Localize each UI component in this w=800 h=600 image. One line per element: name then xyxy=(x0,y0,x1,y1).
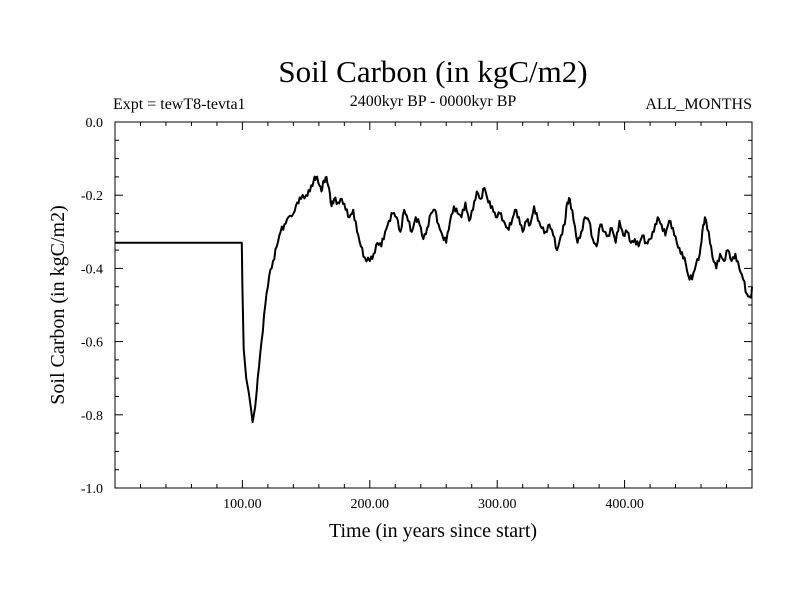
axis-ticks xyxy=(115,122,752,488)
experiment-label: Expt = tewT8-tevta1 xyxy=(113,96,246,113)
period-label: 2400kyr BP - 0000kyr BP xyxy=(350,93,517,110)
y-tick-label: 0.0 xyxy=(86,116,104,131)
y-tick-label: -0.2 xyxy=(81,189,103,204)
months-label: ALL_MONTHS xyxy=(645,96,752,113)
series-line-soil-carbon xyxy=(115,175,753,424)
plot-frame xyxy=(114,121,753,489)
x-tick-label: 300.00 xyxy=(478,497,517,512)
y-axis-label: Soil Carbon (in kgC/m2) xyxy=(47,205,69,404)
y-tick-label: -0.8 xyxy=(81,409,103,424)
x-tick-label: 100.00 xyxy=(223,497,262,512)
y-tick-label: -1.0 xyxy=(81,482,103,497)
x-tick-label: 400.00 xyxy=(605,497,644,512)
tick-labels: 100.00 200.00 300.00 400.00 0.0 -0.2 -0.4 -0.6 -… xyxy=(81,116,644,512)
x-tick-label: 200.00 xyxy=(351,497,390,512)
chart-title: Soil Carbon (in kgC/m2) xyxy=(278,54,587,89)
y-tick-label: -0.4 xyxy=(81,262,103,277)
y-tick-label: -0.6 xyxy=(81,336,103,351)
x-axis-label: Time (in years since start) xyxy=(329,520,537,542)
